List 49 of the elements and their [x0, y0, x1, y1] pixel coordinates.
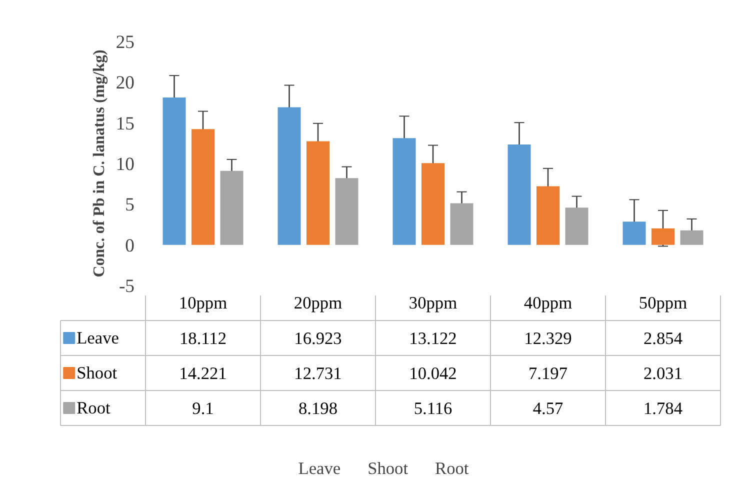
data-label: 16.923: [294, 329, 342, 348]
y-tick-label: 5: [125, 194, 134, 216]
data-label: 14.221: [179, 364, 227, 383]
bar: [508, 144, 531, 245]
bar: [422, 163, 444, 245]
bar: [306, 141, 330, 245]
data-label: 5.116: [414, 399, 453, 418]
legend-label: Shoot: [76, 364, 118, 382]
bar: [335, 178, 358, 245]
text: Root: [435, 459, 469, 478]
y-tick-label: 10: [116, 154, 134, 175]
bar: [220, 170, 244, 245]
bar: [565, 208, 588, 245]
bar: [622, 222, 646, 245]
data-label: 9.1: [192, 399, 214, 418]
legend-label: Root: [76, 398, 110, 418]
x-tick-label: 20ppm: [294, 294, 343, 312]
text: Leave: [298, 459, 341, 478]
bar: [450, 203, 474, 245]
bar: [278, 107, 301, 245]
y-tick-label: 25: [116, 32, 134, 53]
y-tick-label: -5: [118, 276, 135, 297]
data-label: 18.112: [179, 329, 227, 348]
data-label: 2.854: [644, 329, 683, 348]
text: Shoot: [368, 459, 408, 478]
bar: [392, 138, 416, 245]
data-label: 10.042: [409, 364, 457, 383]
data-label: 12.329: [524, 329, 572, 348]
data-label: 13.122: [409, 329, 457, 348]
bar: [652, 228, 674, 245]
bar: [162, 98, 186, 245]
x-tick-label: 30ppm: [408, 294, 458, 312]
data-label: 8.198: [298, 399, 338, 418]
y-axis-title: Conc. of Pb in C. lanatus (mg/kg): [90, 50, 108, 278]
data-label: 7.197: [528, 364, 568, 383]
y-tick-label: 15: [116, 113, 134, 134]
x-tick-label: 10ppm: [178, 294, 228, 312]
legend-label: Leave: [76, 328, 120, 348]
bar: [680, 230, 704, 245]
y-tick-label: 0: [125, 235, 134, 256]
x-tick-label: 40ppm: [524, 294, 573, 312]
data-label: 2.031: [644, 364, 683, 383]
y-tick-label: 20: [116, 72, 134, 94]
bar: [192, 129, 214, 245]
x-tick-label: 50ppm: [638, 294, 688, 312]
data-label: 12.731: [294, 364, 342, 383]
bar: [536, 186, 560, 245]
data-label: 4.57: [532, 399, 564, 418]
data-label: 1.784: [644, 399, 683, 418]
